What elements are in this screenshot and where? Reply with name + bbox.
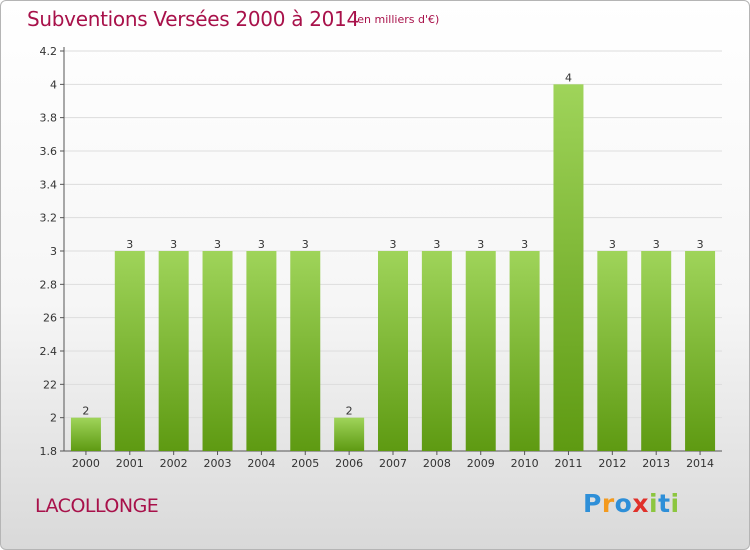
y-tick-label: 3.8 [40,112,58,125]
bar-2009 [465,251,496,451]
bar-2010 [509,251,540,451]
y-tick-label: 26 [43,312,57,325]
y-tick-label: 3 [50,245,57,258]
y-tick-label: 22 [43,378,57,391]
bar-2005 [290,251,321,451]
bar-value-label: 3 [258,238,265,251]
bar-value-label: 3 [697,238,704,251]
x-tick-label: 2014 [686,457,714,470]
labels: 1.82222.4262.833.23.43.63.844.2200022001… [40,45,715,470]
logo-letter: r [601,489,615,518]
x-tick-label: 2004 [247,457,275,470]
x-tick-label: 2006 [335,457,363,470]
logo-letter: P [583,489,602,518]
bar-2001 [114,251,145,451]
bar-value-label: 3 [609,238,616,251]
logo-letter: i [649,489,659,518]
bar-2008 [421,251,452,451]
y-tick-label: 2 [50,412,57,425]
bar-2011 [553,84,584,451]
bar-value-label: 3 [477,238,484,251]
x-tick-label: 2001 [116,457,144,470]
y-tick-label: 3.6 [40,145,58,158]
bar-2012 [597,251,628,451]
bars [70,84,716,451]
bar-value-label: 2 [346,405,353,418]
y-tick-label: 2.4 [40,345,58,358]
bar-value-label: 4 [565,71,572,84]
bar-value-label: 3 [170,238,177,251]
proxiti-logo[interactable]: Proxiti [583,489,680,518]
x-tick-label: 2013 [642,457,670,470]
x-tick-label: 2008 [423,457,451,470]
bar-value-label: 3 [521,238,528,251]
bar-2002 [158,251,189,451]
y-tick-label: 2.8 [40,278,58,291]
logo-letter: x [632,489,649,518]
chart-title: Subventions Versées 2000 à 2014 [27,7,359,31]
x-tick-label: 2007 [379,457,407,470]
x-tick-label: 2011 [554,457,582,470]
bar-2004 [246,251,277,451]
bar-2014 [685,251,716,451]
x-tick-label: 2009 [467,457,495,470]
bar-2000 [70,417,101,451]
x-tick-label: 2012 [598,457,626,470]
y-tick-label: 4 [50,78,57,91]
logo-letter: i [670,489,680,518]
logo-letter: t [658,489,671,518]
y-tick-label: 4.2 [40,45,58,58]
x-tick-label: 2000 [72,457,100,470]
bar-2007 [378,251,408,451]
bar-value-label: 3 [653,238,660,251]
x-tick-label: 2002 [160,457,188,470]
bar-2013 [641,251,672,451]
bar-2003 [202,251,233,451]
bar-value-label: 3 [433,238,440,251]
bar-value-label: 3 [302,238,309,251]
y-tick-label: 3.2 [40,212,58,225]
bar-value-label: 3 [126,238,133,251]
logo-letter: o [614,489,633,518]
y-tick-label: 3.4 [40,178,58,191]
x-tick-label: 2005 [291,457,319,470]
bar-value-label: 3 [214,238,221,251]
chart-unit-subtitle: (en milliers d'€) [353,13,440,26]
x-tick-label: 2010 [511,457,539,470]
bar-2006 [334,417,365,451]
x-tick-label: 2003 [204,457,232,470]
commune-name: LACOLLONGE [35,495,159,517]
bar-value-label: 3 [390,238,397,251]
bar-value-label: 2 [82,405,89,418]
y-tick-label: 1.8 [40,445,58,458]
